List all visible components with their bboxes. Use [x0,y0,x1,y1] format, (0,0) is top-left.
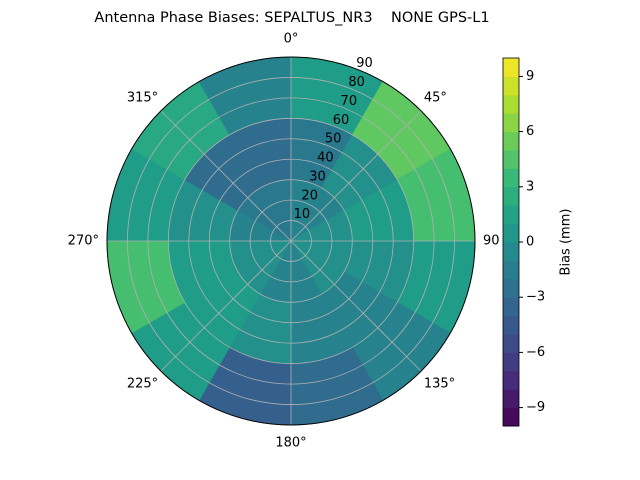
r-tick-label: 90 [356,56,373,71]
colorbar-tick-label: 3 [526,179,534,194]
r-tick-label: 50 [325,132,342,147]
angular-grid [160,110,292,242]
colorbar-segment [503,223,519,243]
colorbar-segment [503,407,519,427]
r-tick-label: 20 [301,188,318,203]
r-tick-label: 30 [309,169,326,184]
colorbar-segment [503,168,519,188]
colorbar-segment [503,205,519,225]
theta-tick-label: 45° [424,91,447,106]
polar-frame [106,56,476,426]
theta-tick-label: 315° [127,91,158,106]
colorbar-tick-label: 6 [526,124,534,139]
colorbar-segment [503,150,519,169]
theta-tick-label: 90 [483,234,500,249]
r-tick-label: 60 [333,113,350,128]
colorbar-segment [503,131,519,151]
colorbar-tick-label: −3 [526,290,545,305]
colorbar-tick-label: −9 [526,400,545,415]
colorbar-segment [503,58,519,77]
colorbar-segment [503,389,519,409]
colorbar-tick-label: 9 [526,69,534,84]
angular-grid [160,240,292,372]
theta-tick-label: 135° [424,376,455,391]
theta-tick-label: 225° [127,376,158,391]
colorbar-segment [503,297,519,317]
colorbar-segment [503,352,519,372]
colorbar-tick-label: 0 [526,235,534,250]
theta-tick-label: 270° [68,234,99,249]
colorbar-segment [503,94,519,114]
colorbar-segment [503,315,519,335]
theta-tick-label: 0° [284,32,299,47]
colorbar-label: Bias (mm) [559,209,574,276]
r-tick-label: 70 [341,94,358,109]
colorbar-tick-label: −6 [526,345,545,360]
r-tick-label: 10 [294,207,311,222]
theta-tick-label: 180° [275,436,306,451]
colorbar-segment [503,76,519,96]
angular-grid [290,240,422,372]
chart-title: Antenna Phase Biases: SEPALTUS_NR3 NONE … [94,10,489,26]
colorbar-segment [503,334,519,353]
colorbar-segment [503,186,519,206]
r-tick-label: 40 [317,151,334,166]
colorbar-segment [503,113,519,133]
colorbar-segment [503,242,519,261]
angular-grid [290,110,422,242]
colorbar-segment [503,370,519,390]
colorbar-segment [503,260,519,280]
colorbar-segment [503,278,519,298]
r-tick-label: 80 [348,75,365,90]
